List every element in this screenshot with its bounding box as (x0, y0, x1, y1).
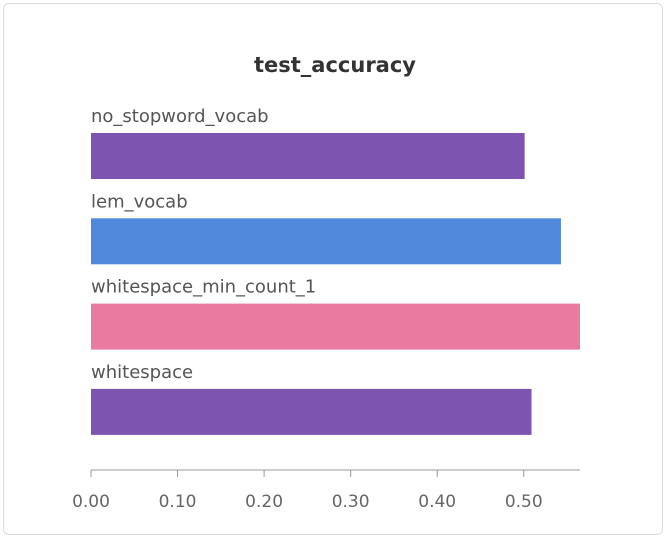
x-tick-label: 0.50 (505, 492, 543, 512)
x-tick-label: 0.40 (418, 492, 456, 512)
category-label: whitespace_min_count_1 (91, 277, 316, 298)
bar-lem-vocab[interactable] (91, 218, 561, 265)
x-tick-label: 0.30 (332, 492, 370, 512)
chart-title: test_accuracy (254, 53, 416, 77)
x-tick-label: 0.20 (245, 492, 283, 512)
bar-whitespace-min-count-1[interactable] (91, 303, 580, 350)
chart-panel (3, 3, 663, 535)
x-tick-label: 0.00 (72, 492, 110, 512)
category-label: whitespace (91, 362, 193, 383)
category-label: no_stopword_vocab (91, 106, 269, 127)
x-tick-label: 0.10 (159, 492, 197, 512)
bar-no-stopword-vocab[interactable] (91, 133, 525, 179)
bar-whitespace[interactable] (91, 388, 532, 435)
category-label: lem_vocab (91, 191, 188, 212)
